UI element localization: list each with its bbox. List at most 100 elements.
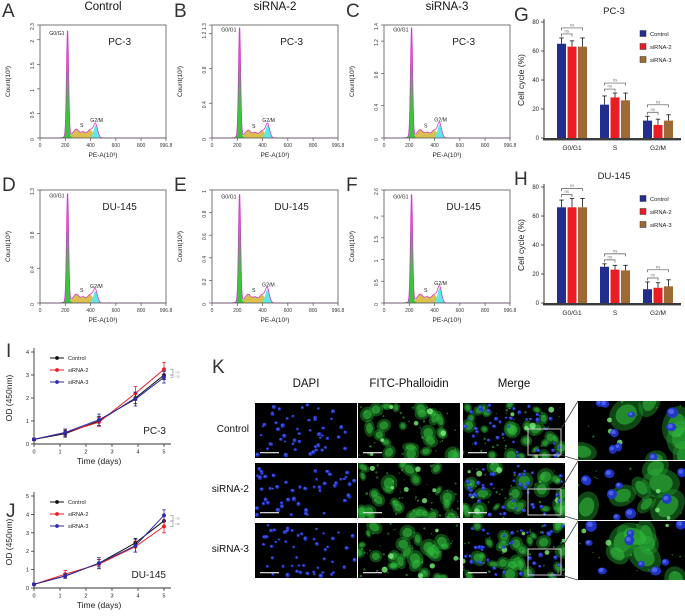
- panel-c-flow-histogram: siRNA-3 0 200 400 600 800 996.8 0 0.4 0.8 1.2 1.4 P…: [344, 0, 516, 165]
- svg-text:800: 800: [481, 308, 490, 314]
- svg-text:996.8: 996.8: [160, 143, 172, 149]
- svg-text:S: S: [613, 145, 618, 152]
- svg-text:ns: ns: [565, 28, 570, 33]
- svg-text:DU-145: DU-145: [274, 202, 309, 213]
- svg-text:Cell cycle (%): Cell cycle (%): [516, 219, 526, 271]
- svg-text:G0/G1: G0/G1: [49, 194, 64, 200]
- svg-text:0.8: 0.8: [30, 231, 36, 238]
- svg-text:ns: ns: [570, 22, 575, 27]
- svg-text:1: 1: [26, 568, 29, 574]
- svg-text:0.8: 0.8: [202, 66, 208, 73]
- svg-text:0: 0: [32, 450, 35, 456]
- svg-text:2: 2: [84, 594, 87, 600]
- svg-text:0: 0: [536, 136, 540, 142]
- svg-text:0.2: 0.2: [202, 278, 208, 285]
- bar-chart-pc3: 0 20 40 60 80 Cell cycle (%) PC-3 Control siRNA-…: [516, 6, 681, 152]
- svg-text:siRNA-3: siRNA-3: [68, 524, 88, 530]
- svg-text:1: 1: [58, 594, 61, 600]
- svg-text:DU-145: DU-145: [132, 570, 167, 581]
- svg-text:600: 600: [112, 308, 121, 314]
- svg-text:PE-A(10³): PE-A(10³): [261, 317, 290, 324]
- svg-text:60: 60: [532, 214, 539, 220]
- svg-text:0: 0: [39, 143, 42, 149]
- flow-histogram-f: 0 200 400 600 800 996.8 0 0.5 1 1.5 2 2.6 PE-A(10³) C…: [349, 188, 516, 324]
- svg-text:1.4: 1.4: [374, 23, 380, 30]
- svg-text:200: 200: [405, 308, 414, 314]
- svg-text:ns: ns: [176, 521, 180, 526]
- svg-text:40: 40: [532, 78, 539, 84]
- svg-text:Control: Control: [650, 32, 669, 38]
- svg-text:200: 200: [61, 143, 70, 149]
- micro-image-control-merge: [463, 403, 565, 458]
- svg-text:0.5: 0.5: [374, 279, 380, 286]
- svg-text:2: 2: [84, 450, 87, 456]
- svg-text:996.8: 996.8: [504, 308, 516, 314]
- column-header-fitc: FITC-Phalloidin: [369, 378, 449, 390]
- svg-text:800: 800: [309, 308, 318, 314]
- panel-letter-e: E: [174, 175, 187, 196]
- svg-text:400: 400: [430, 308, 439, 314]
- panel-k-microscopy: K DAPI FITC-Phalloidin Merge Control siR…: [205, 332, 685, 616]
- micro-image-sirna2-fitc: [358, 463, 460, 518]
- svg-text:G0/G1: G0/G1: [562, 310, 582, 317]
- svg-text:PE-A(10³): PE-A(10³): [89, 317, 118, 324]
- svg-text:0: 0: [383, 308, 386, 314]
- svg-text:ns: ns: [570, 183, 575, 188]
- svg-text:ns: ns: [656, 99, 661, 104]
- panel-letter-k: K: [212, 357, 225, 378]
- svg-text:20: 20: [532, 107, 539, 113]
- svg-text:ns: ns: [176, 370, 180, 375]
- panel-letter-j: J: [6, 501, 16, 522]
- svg-text:DU-145: DU-145: [598, 171, 631, 182]
- svg-text:G0/G1: G0/G1: [393, 28, 408, 34]
- svg-text:400: 400: [430, 143, 439, 149]
- column-title-sirna2: siRNA-2: [253, 1, 297, 13]
- svg-text:0: 0: [32, 594, 35, 600]
- svg-text:600: 600: [456, 308, 465, 314]
- svg-text:5: 5: [162, 594, 165, 600]
- svg-text:0: 0: [374, 138, 380, 141]
- svg-text:S: S: [424, 124, 428, 130]
- svg-text:1.2: 1.2: [374, 39, 380, 46]
- svg-text:siRNA-2: siRNA-2: [68, 368, 88, 374]
- svg-text:1.5: 1.5: [374, 236, 380, 243]
- svg-text:1.5: 1.5: [30, 62, 36, 69]
- svg-text:0.4: 0.4: [202, 101, 208, 108]
- svg-text:0: 0: [26, 442, 29, 448]
- svg-text:996.8: 996.8: [160, 308, 172, 314]
- svg-text:G0/G1: G0/G1: [562, 145, 582, 152]
- svg-text:800: 800: [481, 143, 490, 149]
- svg-text:80: 80: [532, 185, 539, 191]
- svg-text:4: 4: [26, 350, 29, 356]
- panel-e-flow-histogram: 0 200 400 600 800 996.8 0 0.2 0.4 0.6 0.8 1 PE-A(10³…: [172, 165, 344, 330]
- panel-letter-i: I: [6, 341, 12, 362]
- svg-text:200: 200: [233, 143, 242, 149]
- svg-text:G2/M: G2/M: [434, 281, 447, 287]
- svg-text:OD (450nm): OD (450nm): [4, 374, 14, 421]
- svg-text:G2/M: G2/M: [650, 145, 666, 152]
- svg-text:1: 1: [58, 450, 61, 456]
- svg-text:ns: ns: [651, 272, 656, 277]
- svg-text:siRNA-3: siRNA-3: [650, 58, 672, 64]
- svg-text:3: 3: [110, 594, 113, 600]
- svg-text:Time (days): Time (days): [77, 600, 122, 610]
- svg-text:ns: ns: [608, 254, 613, 259]
- micro-image-sirna3-fitc: [358, 523, 460, 578]
- svg-text:ns: ns: [176, 374, 180, 379]
- svg-text:G2/M: G2/M: [434, 117, 447, 123]
- svg-text:3: 3: [26, 531, 29, 537]
- svg-text:200: 200: [61, 308, 70, 314]
- svg-text:siRNA-2: siRNA-2: [650, 210, 672, 216]
- svg-text:2: 2: [30, 40, 36, 43]
- svg-text:5: 5: [26, 494, 29, 500]
- svg-text:600: 600: [284, 308, 293, 314]
- svg-text:0: 0: [383, 143, 386, 149]
- svg-text:0: 0: [211, 143, 214, 149]
- svg-text:2: 2: [26, 549, 29, 555]
- svg-text:0: 0: [202, 303, 208, 306]
- svg-text:ns: ns: [613, 78, 618, 83]
- svg-text:20: 20: [532, 272, 539, 278]
- svg-text:2: 2: [26, 396, 29, 402]
- svg-text:4: 4: [136, 450, 139, 456]
